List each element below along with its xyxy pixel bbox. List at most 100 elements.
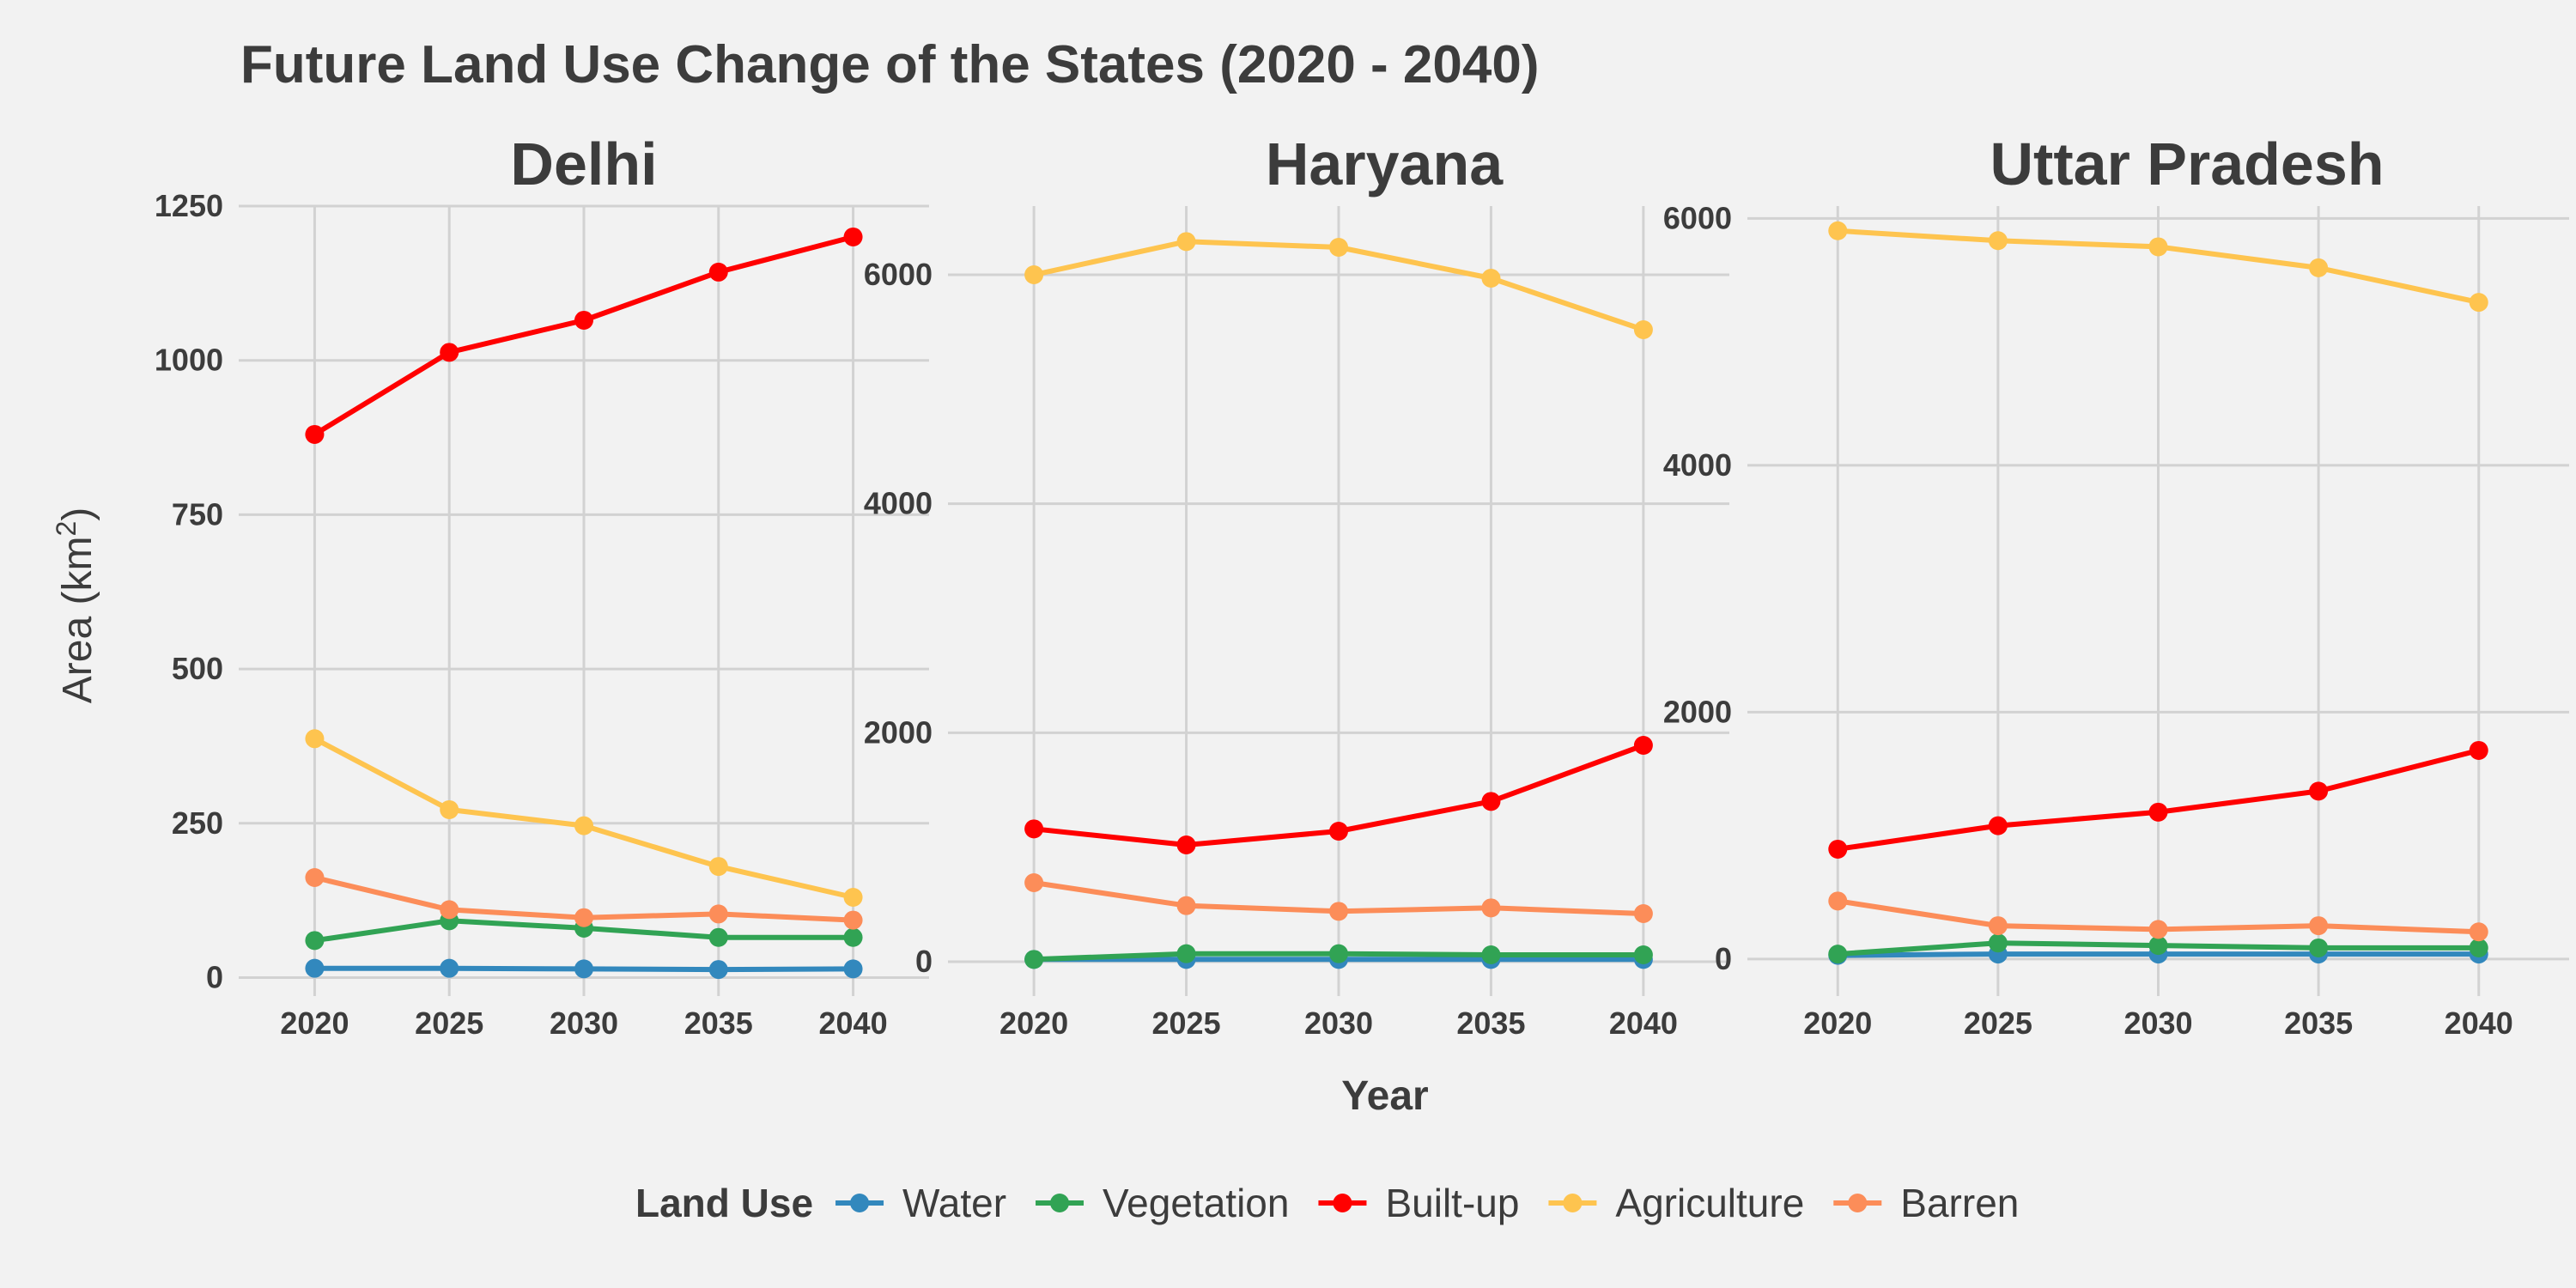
data-point-agriculture [305, 729, 325, 749]
y-tick-label: 4000 [1663, 447, 1732, 483]
x-tick-label: 2020 [999, 1005, 1068, 1041]
data-point-vegetation [305, 931, 325, 951]
data-point-agriculture [1633, 320, 1653, 339]
panel-title-delhi: Delhi [510, 131, 657, 197]
data-point-vegetation [1024, 950, 1044, 969]
data-point-barren [440, 900, 459, 920]
data-point-agriculture [574, 816, 593, 835]
x-tick-label: 2030 [550, 1005, 618, 1041]
legend-item-water: Water [835, 1181, 1006, 1225]
legend: Land Use Water Vegetation Built-up Agricult… [635, 1181, 2019, 1225]
data-point-barren [1633, 904, 1653, 923]
data-point-vegetation [708, 927, 728, 947]
x-tick-label: 2040 [819, 1005, 888, 1041]
x-tick-label: 2025 [1152, 1005, 1221, 1041]
data-point-water [708, 960, 728, 980]
data-point-water [440, 958, 459, 978]
legend-label: Built-up [1385, 1181, 1519, 1225]
data-point-built-up [2469, 740, 2488, 760]
data-point-vegetation [843, 927, 863, 947]
data-point-barren [2309, 916, 2329, 936]
panel-title-haryana: Haryana [1266, 131, 1504, 197]
data-point-built-up [843, 227, 863, 246]
data-point-barren [1828, 891, 1848, 911]
panels: Delhi 2020 2025 2030 2035 2040 0 250 500 750 1000 1… [155, 131, 2569, 1041]
data-point-built-up [1633, 736, 1653, 755]
data-point-agriculture [440, 799, 459, 819]
data-point-vegetation [1176, 944, 1196, 963]
legend-item-vegetation: Vegetation [1036, 1181, 1289, 1225]
data-point-barren [1329, 902, 1348, 921]
data-point-barren [708, 904, 728, 924]
y-tick-label: 0 [206, 959, 223, 994]
legend-title: Land Use [635, 1181, 813, 1225]
y-tick-label: 0 [915, 944, 933, 979]
data-point-agriculture [2309, 258, 2329, 277]
data-point-barren [574, 908, 593, 927]
data-point-barren [1176, 896, 1196, 915]
y-tick-label: 1250 [155, 188, 223, 223]
data-point-built-up [1481, 792, 1501, 811]
y-tick-label: 6000 [864, 257, 933, 292]
data-point-barren [843, 910, 863, 930]
data-point-built-up [1176, 835, 1196, 854]
x-tick-label: 2025 [1964, 1005, 2032, 1041]
data-point-agriculture [2148, 237, 2168, 257]
data-point-vegetation [1988, 933, 2008, 953]
legend-label: Water [902, 1181, 1006, 1225]
chart-title: Future Land Use Change of the States (20… [240, 35, 1540, 94]
legend-key-point [1333, 1194, 1352, 1212]
data-point-built-up [1024, 819, 1044, 839]
y-tick-label: 2000 [864, 714, 933, 750]
x-tick-label: 2040 [2445, 1005, 2513, 1041]
data-point-barren [1481, 898, 1501, 918]
data-point-vegetation [1828, 945, 1848, 964]
x-tick-label: 2020 [1803, 1005, 1872, 1041]
data-point-built-up [708, 262, 728, 282]
y-tick-label: 4000 [864, 486, 933, 521]
data-point-barren [305, 868, 325, 887]
data-point-built-up [1329, 822, 1348, 841]
x-tick-label: 2030 [2123, 1005, 2192, 1041]
data-point-agriculture [1988, 231, 2008, 251]
y-tick-label: 750 [172, 496, 223, 532]
y-axis-label-text: Area (km [55, 537, 100, 704]
data-point-barren [1024, 873, 1044, 892]
data-point-built-up [574, 310, 593, 330]
y-axis-label-close: ) [55, 507, 100, 521]
x-tick-label: 2040 [1609, 1005, 1678, 1041]
legend-label: Agriculture [1615, 1181, 1804, 1225]
data-point-water [305, 958, 325, 978]
legend-item-barren: Barren [1833, 1181, 2019, 1225]
y-axis-label: Area (km2) [51, 507, 100, 703]
y-tick-label: 500 [172, 651, 223, 686]
legend-item-built-up: Built-up [1318, 1181, 1519, 1225]
x-tick-label: 2035 [2284, 1005, 2353, 1041]
data-point-built-up [1828, 839, 1848, 859]
data-point-barren [1988, 916, 2008, 936]
y-tick-label: 250 [172, 805, 223, 841]
data-point-barren [2469, 922, 2488, 942]
x-tick-label: 2025 [415, 1005, 483, 1041]
data-point-vegetation [1329, 944, 1348, 963]
legend-label: Barren [1900, 1181, 2019, 1225]
data-point-agriculture [843, 888, 863, 907]
data-point-agriculture [1828, 221, 1848, 240]
data-point-vegetation [2469, 938, 2488, 957]
legend-key-point [850, 1194, 870, 1212]
data-point-vegetation [1633, 945, 1653, 964]
data-point-built-up [1988, 816, 2008, 835]
y-axis-label-superscript: 2 [51, 521, 82, 537]
data-point-water [843, 959, 863, 979]
data-point-built-up [440, 343, 459, 362]
data-point-built-up [305, 424, 325, 444]
y-tick-label: 6000 [1663, 200, 1732, 235]
y-tick-label: 1000 [155, 343, 223, 378]
legend-key-point [1050, 1194, 1070, 1212]
y-tick-label: 0 [1715, 941, 1732, 976]
x-axis-label: Year [1341, 1073, 1428, 1119]
data-point-barren [2148, 920, 2168, 939]
data-point-built-up [2309, 781, 2329, 801]
data-point-vegetation [2148, 936, 2168, 956]
